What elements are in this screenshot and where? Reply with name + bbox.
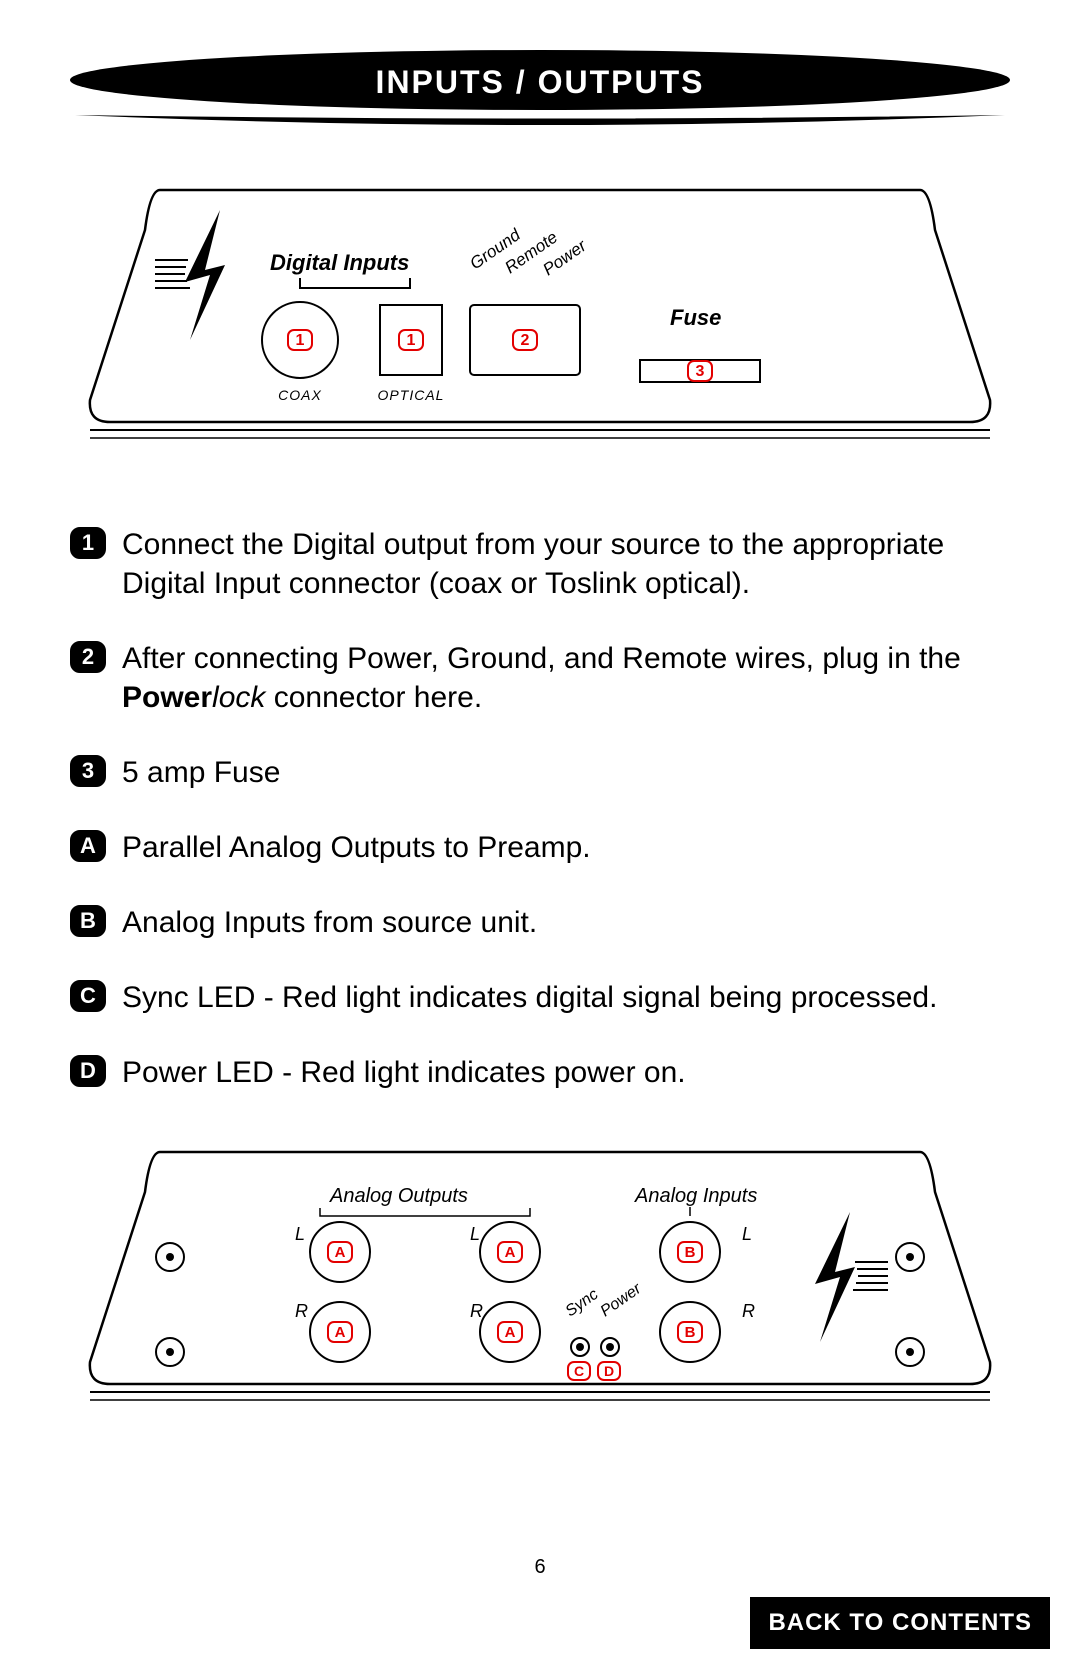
svg-text:C: C	[574, 1363, 584, 1379]
svg-text:1: 1	[407, 332, 416, 349]
fuse-label: Fuse	[670, 305, 721, 330]
instruction-C: C Sync LED - Red light indicates digital…	[70, 978, 1010, 1017]
svg-text:3: 3	[696, 363, 705, 380]
page-number: 6	[0, 1556, 1080, 1579]
instruction-3: 3 5 amp Fuse	[70, 753, 1010, 792]
callout-output-1R: A	[328, 1322, 352, 1342]
callout-input-R: B	[678, 1322, 702, 1342]
instruction-B: B Analog Inputs from source unit.	[70, 903, 1010, 942]
digital-inputs-label: Digital Inputs	[270, 250, 409, 275]
svg-text:B: B	[685, 1244, 696, 1261]
section-banner: INPUTS / OUTPUTS	[70, 50, 1010, 130]
coax-label: COAX	[278, 387, 322, 403]
svg-text:B: B	[685, 1324, 696, 1341]
callout-sync-led: C	[568, 1362, 590, 1380]
svg-text:A: A	[505, 1324, 516, 1341]
instruction-3-text: 5 amp Fuse	[122, 753, 1010, 792]
callout-powerlock: 2	[513, 330, 537, 350]
callout-optical: 1	[399, 330, 423, 350]
svg-text:2: 2	[521, 332, 530, 349]
svg-text:R: R	[295, 1301, 308, 1321]
svg-text:R: R	[742, 1301, 755, 1321]
svg-text:L: L	[470, 1224, 480, 1244]
instruction-A-text: Parallel Analog Outputs to Preamp.	[122, 828, 1010, 867]
callout-coax: 1	[288, 330, 312, 350]
callout-power-led: D	[598, 1362, 620, 1380]
instruction-2-text: After connecting Power, Ground, and Remo…	[122, 639, 1010, 717]
svg-text:1: 1	[296, 332, 305, 349]
svg-text:L: L	[742, 1224, 752, 1244]
marker-D: D	[70, 1055, 106, 1087]
svg-text:A: A	[335, 1244, 346, 1261]
marker-B: B	[70, 905, 106, 937]
back-to-contents-button[interactable]: BACK TO CONTENTS	[750, 1597, 1050, 1649]
callout-input-L: B	[678, 1242, 702, 1262]
marker-2: 2	[70, 641, 106, 673]
optical-label: OPTICAL	[378, 387, 445, 403]
marker-3: 3	[70, 755, 106, 787]
instructions-list: 1 Connect the Digital output from your s…	[70, 525, 1010, 1092]
svg-text:A: A	[335, 1324, 346, 1341]
instruction-A: A Parallel Analog Outputs to Preamp.	[70, 828, 1010, 867]
instruction-D-text: Power LED - Red light indicates power on…	[122, 1053, 1010, 1092]
callout-fuse: 3	[688, 361, 712, 381]
marker-A: A	[70, 830, 106, 862]
callout-output-2R: A	[498, 1322, 522, 1342]
instruction-B-text: Analog Inputs from source unit.	[122, 903, 1010, 942]
front-panel-diagram-bottom: Analog Outputs Analog Inputs L R L R L R	[70, 1132, 1010, 1427]
instruction-1-text: Connect the Digital output from your sou…	[122, 525, 1010, 603]
marker-1: 1	[70, 527, 106, 559]
callout-output-2L: A	[498, 1242, 522, 1262]
instruction-2: 2 After connecting Power, Ground, and Re…	[70, 639, 1010, 717]
svg-text:A: A	[505, 1244, 516, 1261]
instruction-C-text: Sync LED - Red light indicates digital s…	[122, 978, 1010, 1017]
instruction-1: 1 Connect the Digital output from your s…	[70, 525, 1010, 603]
callout-output-1L: A	[328, 1242, 352, 1262]
analog-inputs-label: Analog Inputs	[634, 1185, 757, 1207]
instruction-D: D Power LED - Red light indicates power …	[70, 1053, 1010, 1092]
section-title: INPUTS / OUTPUTS	[70, 64, 1010, 101]
marker-C: C	[70, 980, 106, 1012]
svg-text:R: R	[470, 1301, 483, 1321]
svg-text:L: L	[295, 1224, 305, 1244]
analog-outputs-label: Analog Outputs	[329, 1185, 468, 1207]
rear-panel-diagram-top: Digital Inputs COAX 1 OPTICAL 1 Ground R…	[70, 170, 1010, 465]
svg-text:D: D	[604, 1363, 614, 1379]
